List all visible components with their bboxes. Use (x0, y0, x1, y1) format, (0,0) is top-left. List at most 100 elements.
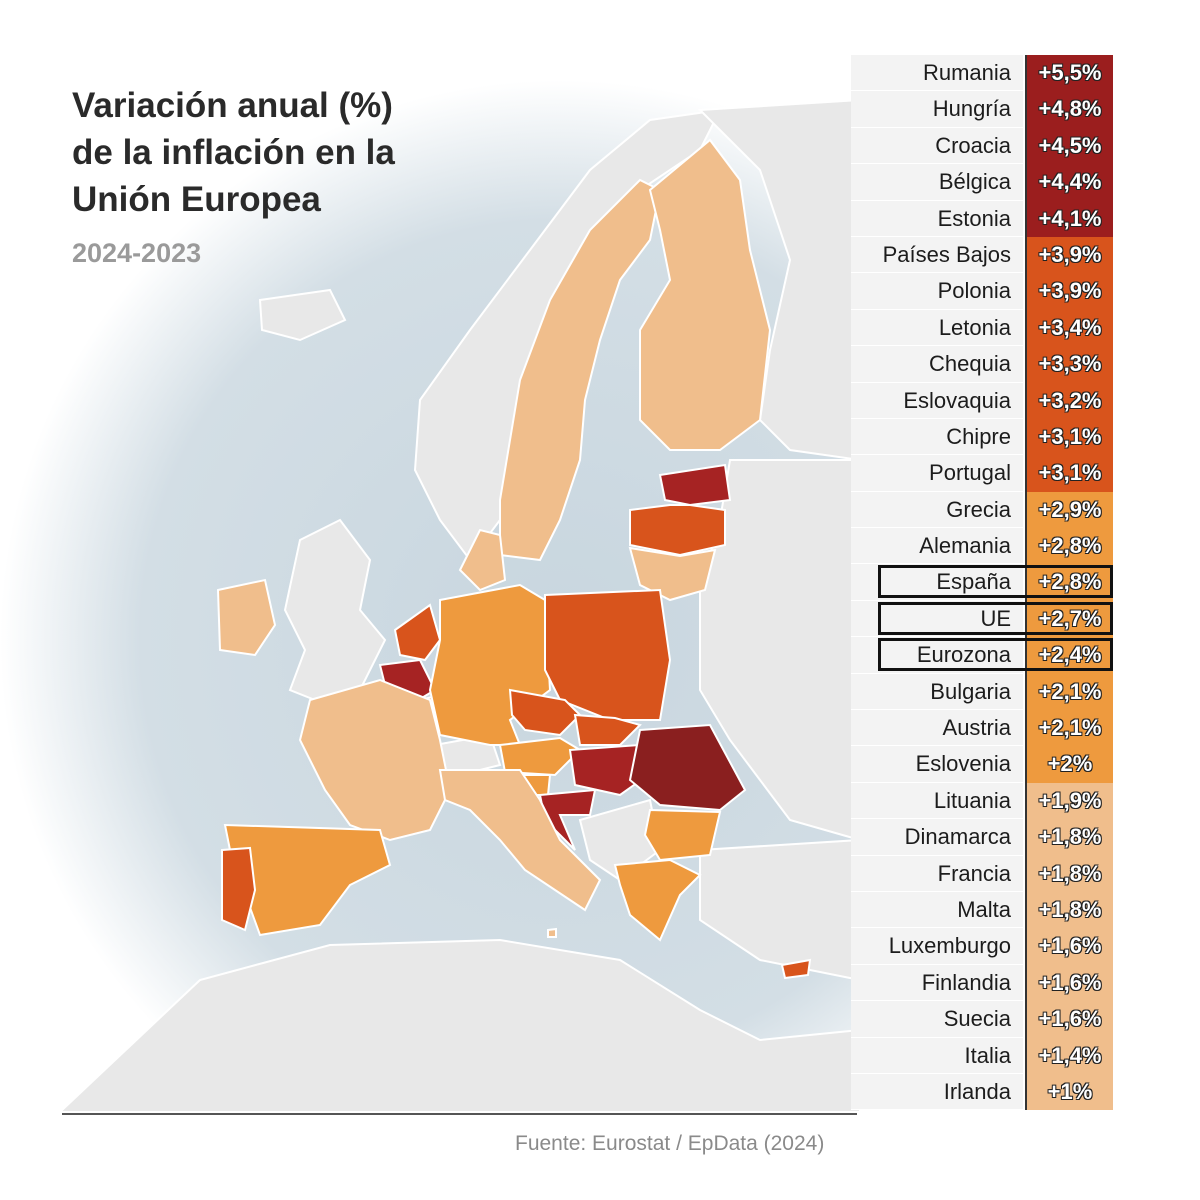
ranking-row: Letonia +3,4% (851, 309, 1113, 347)
country-name: Rumania (851, 55, 1023, 92)
inflation-value: +3,1% (1025, 455, 1113, 492)
inflation-value: +1% (1025, 1073, 1113, 1111)
ranking-row: Polonia +3,9% (851, 273, 1113, 310)
region-bulgaria (643, 808, 722, 862)
ranking-row: Suecia +1,6% (851, 1001, 1113, 1038)
ranking-row: Alemania +2,8% (851, 528, 1113, 565)
land-turkey (699, 838, 861, 982)
ranking-row: Finlandia +1,6% (851, 964, 1113, 1002)
country-name: Alemania (851, 528, 1023, 565)
ranking-row: Bélgica +4,4% (851, 164, 1113, 201)
inflation-value: +2,7% (1025, 600, 1113, 638)
divider (62, 1113, 857, 1115)
country-name: Eurozona (851, 637, 1023, 674)
country-name: Suecia (851, 1001, 1023, 1038)
inflation-value: +3,3% (1025, 346, 1113, 383)
ranking-row: España +2,8% (851, 564, 1113, 601)
country-name: Eslovaquia (851, 382, 1023, 419)
country-name: UE (851, 600, 1023, 638)
title-line-1: Variación anual (%) (72, 86, 393, 125)
title-line-3: Unión Europea (72, 180, 321, 219)
country-name: Chequia (851, 346, 1023, 383)
inflation-value: +1,8% (1025, 855, 1113, 892)
country-name: Italia (851, 1037, 1023, 1074)
region-cyprus (780, 958, 812, 980)
country-name: Letonia (851, 309, 1023, 347)
region-czechia (508, 688, 582, 737)
region-austria (498, 736, 582, 777)
country-name: Estonia (851, 200, 1023, 237)
ranking-row: Irlanda +1% (851, 1073, 1113, 1111)
inflation-value: +2,8% (1025, 528, 1113, 565)
ranking-row: Eslovaquia +3,2% (851, 382, 1113, 419)
country-name: Chipre (851, 418, 1023, 456)
inflation-value: +1,9% (1025, 782, 1113, 820)
inflation-ranking-table: Rumania +5,5% Hungría +4,8% Croacia +4,5% Bélg… (851, 55, 1113, 1111)
country-name: Hungría (851, 91, 1023, 128)
country-name: Portugal (851, 455, 1023, 492)
region-france (298, 678, 452, 842)
region-netherlands (393, 603, 442, 662)
country-name: Malta (851, 891, 1023, 929)
ranking-row: Hungría +4,8% (851, 91, 1113, 128)
source-note: Fuente: Eurostat / EpData (2024) (515, 1132, 825, 1155)
ranking-row: Bulgaria +2,1% (851, 673, 1113, 711)
inflation-value: +2,1% (1025, 710, 1113, 747)
inflation-value: +2,8% (1025, 564, 1113, 601)
ranking-row: Estonia +4,1% (851, 200, 1113, 237)
country-name: Dinamarca (851, 819, 1023, 856)
land-iceland (258, 288, 347, 342)
region-lithuania (628, 546, 717, 602)
region-portugal (221, 846, 257, 932)
inflation-value: +3,9% (1025, 273, 1113, 310)
region-poland (544, 588, 672, 721)
region-greece (613, 858, 702, 942)
ranking-row: Chequia +3,3% (851, 346, 1113, 383)
ranking-row: Italia +1,4% (851, 1037, 1113, 1074)
inflation-value: +2,9% (1025, 491, 1113, 529)
inflation-value: +1,4% (1025, 1037, 1113, 1074)
country-name: Eslovenia (851, 746, 1023, 783)
ranking-row: Eslovenia +2% (851, 746, 1113, 783)
country-name: Irlanda (851, 1073, 1023, 1111)
inflation-value: +3,9% (1025, 236, 1113, 274)
region-finland (639, 138, 772, 451)
region-estonia (658, 463, 732, 507)
chart-title: Variación anual (%) de la inflación en l… (72, 82, 452, 223)
ranking-row: Luxemburgo +1,6% (851, 928, 1113, 965)
region-sweden (499, 178, 662, 562)
region-denmark (458, 528, 507, 592)
inflation-value: +5,5% (1025, 55, 1113, 92)
country-name: Lituania (851, 782, 1023, 820)
inflation-value: +4,1% (1025, 200, 1113, 237)
inflation-value: +1,8% (1025, 891, 1113, 929)
ranking-row: Francia +1,8% (851, 855, 1113, 892)
inflation-value: +1,6% (1025, 1001, 1113, 1038)
country-name: Bulgaria (851, 673, 1023, 711)
region-slovakia (573, 713, 642, 746)
ranking-row: Rumania +5,5% (851, 55, 1113, 92)
ranking-row: Austria +2,1% (851, 710, 1113, 747)
country-name: Francia (851, 855, 1023, 892)
inflation-value: +4,4% (1025, 164, 1113, 201)
ranking-row: Lituania +1,9% (851, 782, 1113, 820)
inflation-value: +2,1% (1025, 673, 1113, 711)
country-name: Luxemburgo (851, 928, 1023, 965)
inflation-value: +1,6% (1025, 964, 1113, 1002)
ranking-row: Grecia +2,9% (851, 491, 1113, 529)
title-line-2: de la inflación en la (72, 133, 395, 172)
inflation-value: +3,4% (1025, 309, 1113, 347)
inflation-value: +2% (1025, 746, 1113, 783)
region-romania (628, 723, 747, 812)
inflation-value: +1,8% (1025, 819, 1113, 856)
country-name: España (851, 564, 1023, 601)
country-name: Grecia (851, 491, 1023, 529)
inflation-value: +4,5% (1025, 127, 1113, 165)
region-latvia (629, 504, 726, 557)
ranking-row: Chipre +3,1% (851, 418, 1113, 456)
country-name: Croacia (851, 127, 1023, 165)
country-name: Finlandia (851, 964, 1023, 1002)
country-name: Bélgica (851, 164, 1023, 201)
